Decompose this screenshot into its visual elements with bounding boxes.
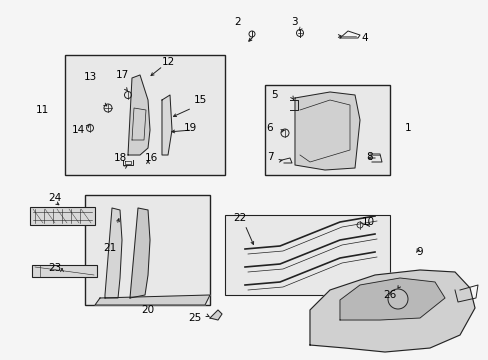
Circle shape <box>387 289 407 309</box>
Bar <box>224 215 389 295</box>
Polygon shape <box>130 208 150 298</box>
Polygon shape <box>209 310 222 320</box>
Text: 10: 10 <box>361 217 374 227</box>
Text: 13: 13 <box>83 72 97 82</box>
Polygon shape <box>294 92 359 170</box>
Text: 1: 1 <box>404 123 410 133</box>
Polygon shape <box>162 95 172 155</box>
Text: 11: 11 <box>35 105 48 115</box>
Polygon shape <box>95 295 209 305</box>
Text: 22: 22 <box>233 213 246 223</box>
Text: 17: 17 <box>115 70 128 80</box>
Text: 21: 21 <box>103 243 116 253</box>
Text: 18: 18 <box>113 153 126 163</box>
Polygon shape <box>105 208 122 298</box>
Text: 14: 14 <box>71 125 84 135</box>
Text: 4: 4 <box>361 33 367 43</box>
Text: 25: 25 <box>188 313 201 323</box>
Text: 7: 7 <box>266 152 273 162</box>
Bar <box>65 55 224 175</box>
Text: 6: 6 <box>266 123 273 133</box>
Bar <box>30 207 95 225</box>
Text: 8: 8 <box>366 152 372 162</box>
Polygon shape <box>339 278 444 320</box>
Text: 26: 26 <box>383 290 396 300</box>
Polygon shape <box>128 75 150 155</box>
Text: 9: 9 <box>416 247 423 257</box>
Text: 24: 24 <box>48 193 61 203</box>
Text: 15: 15 <box>193 95 206 105</box>
Polygon shape <box>309 270 474 352</box>
Bar <box>32 265 97 277</box>
Text: 23: 23 <box>48 263 61 273</box>
Text: 20: 20 <box>141 305 154 315</box>
Text: 3: 3 <box>290 17 297 27</box>
Text: 2: 2 <box>234 17 241 27</box>
Bar <box>85 195 209 305</box>
Bar <box>264 85 389 175</box>
Text: 12: 12 <box>161 57 174 67</box>
Text: 16: 16 <box>144 153 157 163</box>
Text: 19: 19 <box>183 123 196 133</box>
Text: 5: 5 <box>271 90 278 100</box>
